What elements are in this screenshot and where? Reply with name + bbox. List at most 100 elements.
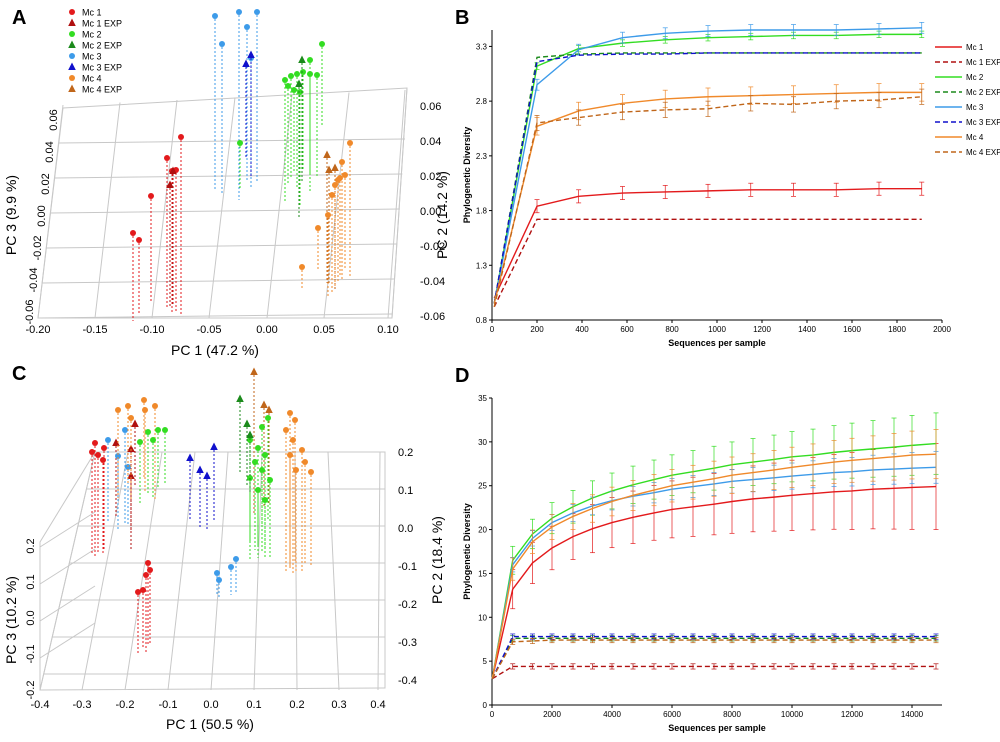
x-tick-label: 10000 [781,710,804,719]
point-mc2 [282,77,288,83]
y-tick-label: 5 [483,657,488,666]
point-mc2exp [246,430,254,438]
point-mc4 [152,403,158,409]
grid-line-x [210,451,229,691]
panel-c: C -0.4 -0.3 -0.2 -0.1 0.0 0.1 0.2 0.3 0.4 PC 1 (50… [3,363,445,732]
point-mc3exp [247,50,255,58]
point-mc2 [162,427,168,433]
legend-marker-mc3exp [68,62,76,70]
x-tick-label: 8000 [723,710,741,719]
point-mc2exp [298,55,306,63]
point-mc3 [216,577,222,583]
panel-a: A -0.20 -0.15 -0.10 -0.05 0.00 0.05 0.10 PC 1 (4… [3,7,450,358]
point-mc1 [164,155,170,161]
x-tick-label: 800 [665,325,679,334]
legend-label-mc1exp: Mc 1 EXP [966,58,1000,67]
point-mc4 [128,415,134,421]
series-line-mc4 [493,91,922,304]
point-mc4exp [323,150,331,158]
x-tick-label: 0.1 [246,699,261,711]
x-tick-label: 400 [575,325,589,334]
point-mc4exp [250,367,258,375]
legend-label-mc1exp: Mc 1 EXP [82,19,122,29]
point-mc2 [255,487,261,493]
point-mc1 [145,560,151,566]
point-mc4 [299,447,305,453]
point-mc4 [283,427,289,433]
point-mc1 [135,589,141,595]
z-tick-label: -0.02 [420,241,445,253]
point-mc3exp [203,471,211,479]
z-axis-label: PC 2 (14.2 %) [434,171,450,259]
point-mc3 [214,570,220,576]
legend-label-mc2: Mc 2 [966,73,984,82]
series-line-mc2exp [491,637,936,680]
legend-label-mc3: Mc 3 [966,103,984,112]
point-mc4 [142,407,148,413]
series-line-mc3exp [493,52,922,304]
x-tick-label: 1200 [753,325,771,334]
legend-marker-mc2exp [68,40,76,48]
z-axis-label: PC 2 (18.4 %) [429,516,445,604]
point-mc4 [115,407,121,413]
point-mc2 [255,445,261,451]
point-mc1exp [131,419,139,427]
y-tick-label: 0.2 [25,538,37,553]
panel-d: 0 2000 4000 6000 8000 10000 12000 14000 0 5 10 15 20… [455,365,942,733]
y-tick-label: 10 [478,613,487,622]
x-tick-label: 12000 [841,710,864,719]
grid-line-x [387,89,406,319]
point-mc4 [290,437,296,443]
x-tick-label: 0.00 [256,324,277,336]
legend-marker-mc3 [69,53,75,59]
point-mc3exp [196,465,204,473]
grid-line-y [46,243,398,249]
panel-letter-c: C [12,363,26,385]
x-tick-label: 0.10 [377,324,398,336]
y-tick-label: 15 [478,569,487,578]
x-tick-label: 1600 [843,325,861,334]
panel-letter-b: B [455,7,469,29]
point-mc4 [287,410,293,416]
x-axis-label: PC 1 (47.2 %) [171,342,259,358]
point-mc4 [329,192,335,198]
x-tick-label: 2000 [933,325,951,334]
grid-line-y [39,622,96,659]
grid-line-x [327,451,340,691]
point-mc4 [292,417,298,423]
y-tick-label: 35 [478,394,487,403]
y-tick-label: 0.00 [36,205,48,226]
x-axis-label: Sequences per sample [668,338,766,348]
x-tick-label: 1400 [798,325,816,334]
z-tick-label: 0.06 [420,101,441,113]
y-tick-label: 0 [483,701,488,710]
point-mc2 [252,459,258,465]
y-tick-label: 0.06 [48,109,60,130]
grid-line-y [50,208,400,214]
y-tick-label: -0.1 [25,645,37,664]
grid-line-y [42,278,395,284]
x-tick-label: 0 [490,710,495,719]
y-tick-label: -0.06 [24,299,36,324]
panel-letter-a: A [12,7,26,29]
x-tick-label: 1000 [708,325,726,334]
axis-wall-left [39,451,96,690]
point-mc3exp [210,442,218,450]
legend-label-mc3exp: Mc 3 EXP [966,118,1000,127]
point-mc1 [147,567,153,573]
grid-line-x [124,451,163,691]
grid-line-x [37,104,64,319]
point-mc1 [136,237,142,243]
legend-marker-mc1exp [68,18,76,26]
legend-label-mc1: Mc 1 [966,43,984,52]
legend-marker-mc4 [69,75,75,81]
grid-line-x [266,94,293,319]
point-mc1 [89,449,95,455]
x-tick-label: 1800 [888,325,906,334]
point-mc3 [122,427,128,433]
x-tick-label: -0.4 [31,699,50,711]
x-tick-label: 0.2 [289,699,304,711]
panel-letter-d: D [455,365,469,387]
point-mc3 [212,13,218,19]
point-mc2exp [236,394,244,402]
